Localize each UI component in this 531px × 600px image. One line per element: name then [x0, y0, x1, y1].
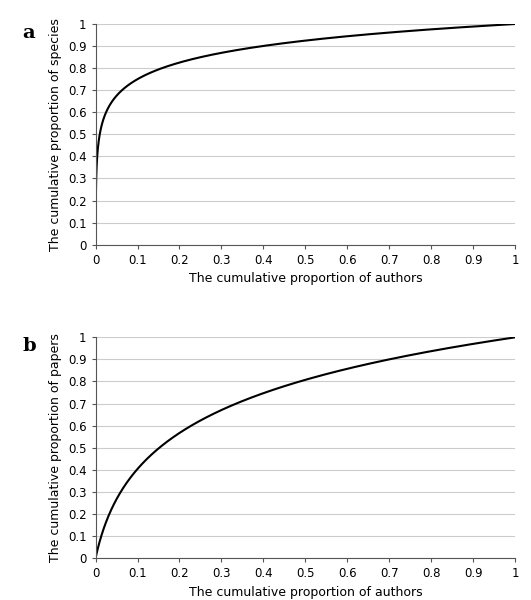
Text: a: a	[22, 24, 35, 42]
Y-axis label: The cumulative proportion of species: The cumulative proportion of species	[49, 18, 62, 251]
X-axis label: The cumulative proportion of authors: The cumulative proportion of authors	[189, 272, 422, 285]
Y-axis label: The cumulative proportion of papers: The cumulative proportion of papers	[49, 333, 62, 562]
Text: b: b	[22, 337, 36, 355]
X-axis label: The cumulative proportion of authors: The cumulative proportion of authors	[189, 586, 422, 599]
